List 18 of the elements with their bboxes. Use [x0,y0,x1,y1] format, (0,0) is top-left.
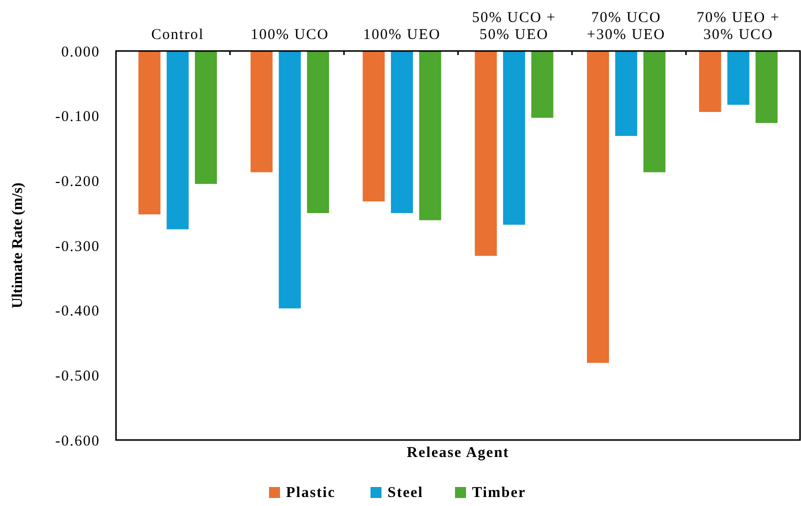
y-tick-label: -0.100 [55,109,100,126]
x-tick-label: 100% UCO [250,27,330,43]
x-axis-title: Release Agent [406,445,510,461]
x-tick-label: 70% UCO +30% UEO [586,10,666,43]
y-tick-label: -0.300 [55,238,100,255]
x-tick-label: 50% UCO + 50% UEO [472,10,556,43]
x-tick-label: 100% UEO [363,27,441,43]
legend-label: Steel [388,485,424,501]
x-tick-label: 70% UEO + 30% UCO [696,10,780,43]
y-tick-label: -0.400 [55,304,100,320]
legend-label: Plastic [286,485,336,501]
legend-label: Timber [472,485,526,501]
y-axis-title: Ultimate Rate (m/s) [10,182,26,308]
y-tick-label: -0.500 [55,368,100,384]
y-tick-label: -0.600 [55,433,100,450]
y-tick-label: -0.200 [55,174,100,190]
x-tick-label: Control [151,27,204,43]
y-tick-label: 0.000 [61,44,100,60]
